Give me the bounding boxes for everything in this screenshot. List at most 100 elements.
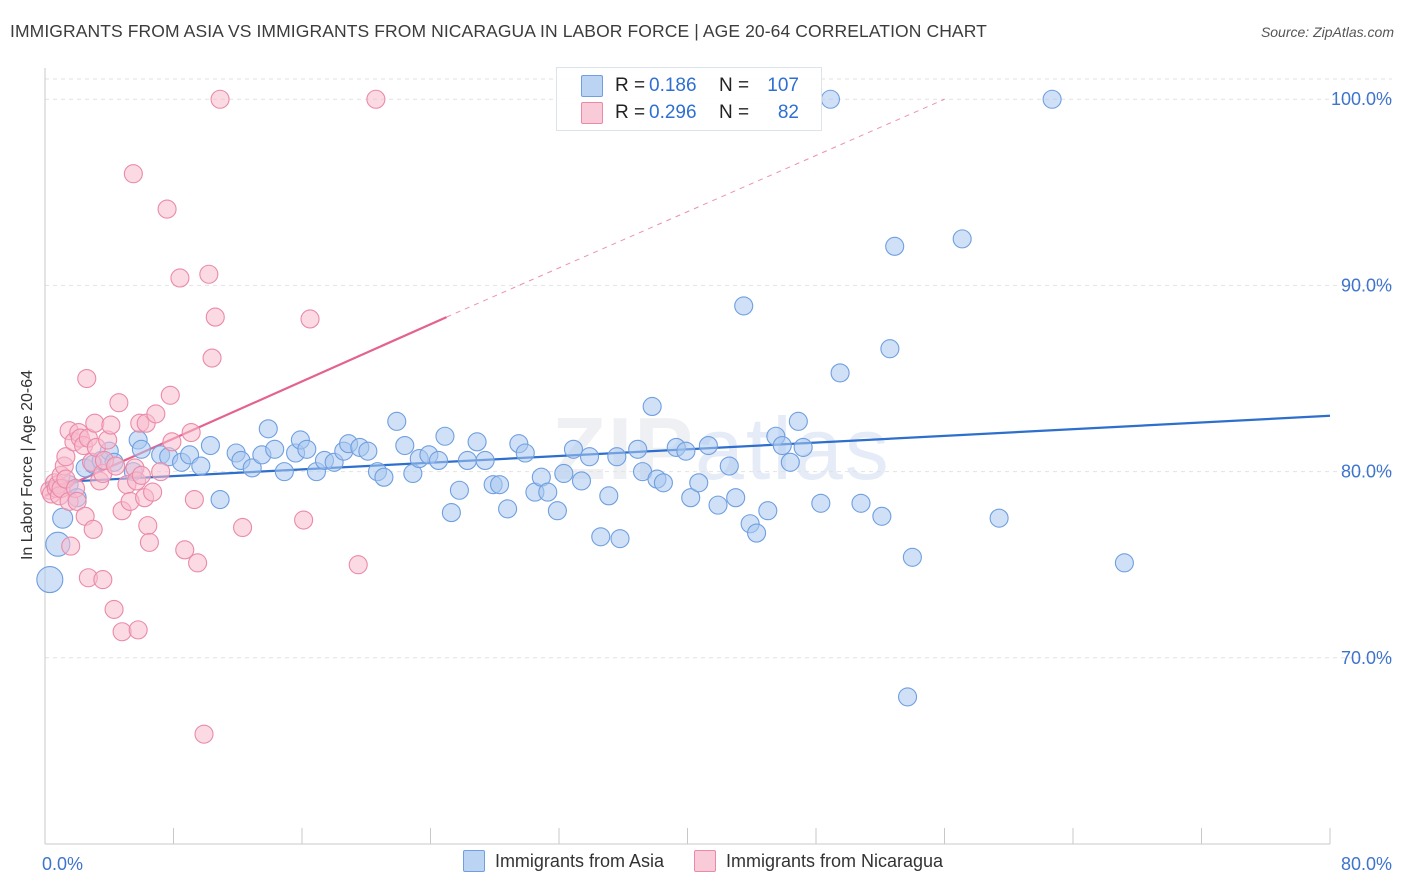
asia-point [435, 426, 455, 446]
asia-point [1114, 553, 1134, 573]
asia-point [898, 687, 918, 707]
n-value: 82 [777, 102, 799, 123]
nicaragua-point [77, 368, 97, 389]
asia-point [490, 475, 510, 495]
asia-point [274, 462, 294, 482]
n-value: 107 [767, 75, 799, 96]
legend-item-asia: Immigrants from Asia [462, 850, 664, 872]
asia-point [676, 441, 696, 461]
nicaragua-point [139, 532, 159, 552]
nicaragua-point [56, 447, 76, 467]
asia-point [642, 396, 662, 417]
nicaragua-point [101, 415, 121, 435]
asia-point [872, 506, 892, 526]
asia-point [708, 495, 728, 515]
asia-point [820, 89, 841, 109]
nicaragua-swatch [693, 850, 716, 872]
chart-title: IMMIGRANTS FROM ASIA VS IMMIGRANTS FROM … [10, 21, 987, 41]
nicaragua-swatch [581, 102, 603, 124]
asia-point [788, 411, 808, 431]
trend-lines [44, 98, 1331, 497]
r-label: R = [615, 102, 646, 123]
asia-point [547, 501, 567, 521]
asia-point [457, 450, 477, 470]
asia-point [989, 508, 1009, 528]
asia-point [449, 480, 469, 500]
y-tick-label: 80.0% [1341, 462, 1392, 482]
asia-point [428, 450, 449, 470]
nicaragua-point [85, 413, 105, 433]
asia-point [200, 436, 220, 456]
asia-point [395, 436, 415, 456]
asia-point [830, 363, 850, 383]
asia-point [880, 339, 900, 359]
legend-label-nicaragua: Immigrants from Nicaragua [725, 850, 944, 871]
n-label: N = [719, 102, 750, 123]
asia-point [210, 489, 230, 510]
nicaragua-point [366, 89, 386, 109]
asia-point [554, 463, 574, 484]
r-value: 0.186 [649, 75, 697, 96]
asia-point [538, 482, 558, 502]
x-tick-label: 0.0% [42, 854, 83, 874]
stats-row-nicaragua: R = 0.296 N = 82 [581, 101, 799, 125]
nicaragua-point [205, 307, 225, 327]
trend-extension-nicaragua [446, 98, 945, 318]
nicaragua-point [348, 555, 368, 575]
asia-point [719, 456, 739, 476]
r-value: 0.296 [649, 102, 697, 123]
asia-point [689, 473, 709, 493]
asia-point [36, 566, 64, 594]
asia-point [793, 437, 813, 457]
gridlines [45, 78, 1392, 659]
stats-row-asia: R = 0.186 N = 107 [581, 74, 799, 98]
nicaragua-point [123, 164, 143, 184]
nicaragua-point [104, 599, 124, 619]
asia-point [885, 236, 905, 256]
asia-point [610, 529, 630, 549]
y-tick-label: 100.0% [1331, 89, 1392, 109]
nicaragua-point [170, 268, 190, 288]
nicaragua-point [131, 465, 151, 485]
nicaragua-point [202, 348, 222, 368]
asia-point [607, 447, 627, 467]
nicaragua-point [188, 553, 208, 573]
asia-point [475, 450, 495, 470]
asia-point [387, 411, 407, 431]
nicaragua-point [162, 432, 182, 452]
nicaragua-point [157, 199, 177, 219]
asia-point [498, 499, 518, 519]
asia-point [579, 447, 600, 467]
source-label: Source: ZipAtlas.com [1260, 24, 1394, 40]
r-label: R = [615, 75, 646, 96]
asia-point [265, 439, 285, 459]
asia-point [772, 436, 792, 456]
nicaragua-point [106, 456, 126, 476]
asia-point [902, 547, 922, 567]
asia-point [467, 432, 487, 452]
asia-point [1042, 89, 1062, 109]
nicaragua-point [112, 622, 132, 642]
legend-item-nicaragua: Immigrants from Nicaragua [693, 850, 944, 872]
asia-point [758, 501, 778, 521]
nicaragua-point [175, 540, 195, 560]
nicaragua-point [61, 536, 81, 556]
nicaragua-point [300, 309, 320, 329]
asia-swatch [462, 850, 485, 872]
y-tick-label: 70.0% [1341, 648, 1392, 668]
asia-point [242, 458, 262, 478]
nicaragua-point [128, 620, 148, 640]
asia-point [734, 296, 754, 316]
nicaragua-point [143, 482, 163, 502]
asia-point [515, 443, 535, 463]
asia-point [358, 441, 378, 461]
asia-point [599, 486, 619, 506]
nicaragua-point [93, 570, 113, 590]
nicaragua-point [294, 510, 314, 530]
tick-labels: 70.0% 80.0% 90.0% 100.0% 0.0% 80.0% [42, 89, 1392, 874]
nicaragua-point [138, 516, 158, 536]
asia-point [441, 503, 461, 523]
asia-point [131, 439, 151, 459]
nicaragua-point [109, 393, 129, 413]
